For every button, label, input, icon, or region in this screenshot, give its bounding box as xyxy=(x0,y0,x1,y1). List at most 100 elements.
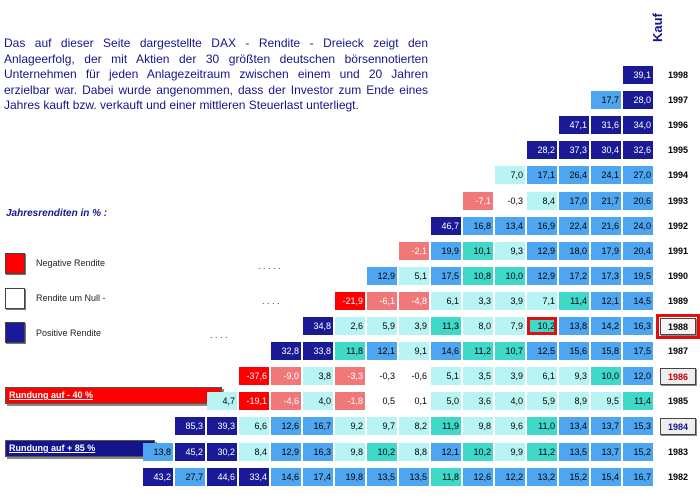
return-cell-1991-0: -2,1 xyxy=(399,241,429,260)
year-1993-label: 1993 xyxy=(667,195,689,206)
return-cell-1990-2: 17,5 xyxy=(431,266,461,285)
return-cell-1982-7: 13,5 xyxy=(367,467,397,486)
return-cell-1989-3: 6,1 xyxy=(431,291,461,310)
legend-zero-label: Rendite um Null - xyxy=(36,293,106,303)
year-1986-button[interactable]: 1986 xyxy=(660,368,696,386)
round-plus85-button[interactable]: Rundung auf + 85 % xyxy=(5,440,155,457)
return-cell-1984-0: 85,3 xyxy=(175,417,205,436)
return-cell-1985-8: 3,6 xyxy=(463,392,493,411)
return-cell-1987-6: 11,2 xyxy=(463,342,493,361)
legend-zero-swatch[interactable] xyxy=(5,288,25,309)
year-1987-label: 1987 xyxy=(667,346,689,357)
return-cell-1995-0: 28,2 xyxy=(527,141,557,160)
return-cell-1982-8: 13,5 xyxy=(399,467,429,486)
return-cell-1996-1: 31,6 xyxy=(591,116,621,135)
return-cell-1995-3: 32,6 xyxy=(623,141,653,160)
year-1994-label: 1994 xyxy=(667,170,689,181)
return-cell-1986-7: 3,5 xyxy=(463,367,493,386)
return-cell-1987-1: 33,8 xyxy=(303,342,333,361)
return-cell-1989-5: 3,9 xyxy=(495,291,525,310)
return-cell-1985-3: 4,0 xyxy=(303,392,333,411)
dots-row-1988: . . . . xyxy=(210,330,228,340)
return-cell-1983-3: 8,4 xyxy=(239,442,269,461)
return-cell-1989-7: 11,4 xyxy=(559,291,589,310)
return-cell-1982-2: 44,6 xyxy=(207,467,237,486)
intro-text: Das auf dieser Seite dargestellte DAX - … xyxy=(4,36,428,113)
return-cell-1996-2: 34,0 xyxy=(623,116,653,135)
return-cell-1986-9: 6,1 xyxy=(527,367,557,386)
return-cell-1988-1: 2,6 xyxy=(335,317,365,335)
return-cell-1997-0: 17,7 xyxy=(591,91,621,110)
year-1984-button[interactable]: 1984 xyxy=(660,418,696,436)
return-cell-1988-0: 34,8 xyxy=(303,317,333,335)
return-cell-1984-13: 13,7 xyxy=(591,417,621,436)
return-cell-1996-0: 47,1 xyxy=(559,116,589,135)
return-cell-1985-6: 0,1 xyxy=(399,392,429,411)
year-1983-label: 1983 xyxy=(667,446,689,457)
legend-positive-swatch[interactable] xyxy=(5,322,25,343)
return-cell-1984-7: 8,2 xyxy=(399,417,429,436)
return-cell-1985-10: 5,9 xyxy=(527,392,557,411)
round-minus40-button[interactable]: Rundung auf - 40 % xyxy=(5,387,222,404)
return-cell-1983-7: 10,2 xyxy=(367,442,397,461)
return-cell-1984-10: 9,6 xyxy=(495,417,525,436)
return-cell-1985-13: 11,4 xyxy=(623,392,653,411)
year-1985-label: 1985 xyxy=(667,396,689,407)
return-cell-1992-2: 13,4 xyxy=(495,216,525,235)
return-cell-1985-1: -19,1 xyxy=(239,392,269,411)
return-cell-1987-0: 32,8 xyxy=(271,342,301,361)
return-cell-1985-12: 9,5 xyxy=(591,392,621,411)
return-cell-1993-4: 21,7 xyxy=(591,191,621,210)
return-cell-1989-0: -21,9 xyxy=(335,291,365,310)
return-cell-1990-8: 19,5 xyxy=(623,266,653,285)
return-cell-1982-5: 17,4 xyxy=(303,467,333,486)
return-cell-1983-14: 13,7 xyxy=(591,442,621,461)
return-cell-1982-10: 12,6 xyxy=(463,467,493,486)
return-cell-1983-2: 30,2 xyxy=(207,442,237,461)
return-cell-1986-4: -0,3 xyxy=(367,367,397,386)
return-cell-1982-0: 43,2 xyxy=(143,467,173,486)
return-cell-1983-4: 12,9 xyxy=(271,442,301,461)
dots-row-1990: . . . . . xyxy=(258,261,281,271)
return-cell-1986-8: 3,9 xyxy=(495,367,525,386)
return-cell-1984-2: 6,6 xyxy=(239,417,269,436)
year-1992-label: 1992 xyxy=(667,220,689,231)
year-1995-label: 1995 xyxy=(667,145,689,156)
return-cell-1987-9: 15,6 xyxy=(559,342,589,361)
return-cell-1983-11: 9,9 xyxy=(495,442,525,461)
return-cell-1987-3: 12,1 xyxy=(367,342,397,361)
return-cell-1988-8: 13,8 xyxy=(559,317,589,335)
return-cell-1984-14: 15,3 xyxy=(623,417,653,436)
return-cell-1992-1: 16,8 xyxy=(463,216,493,235)
return-cell-1984-3: 12,6 xyxy=(271,417,301,436)
return-cell-1983-12: 11,2 xyxy=(527,442,557,461)
return-cell-1982-3: 33,4 xyxy=(239,467,269,486)
return-cell-1982-1: 27,7 xyxy=(175,467,205,486)
return-cell-1982-13: 15,2 xyxy=(559,467,589,486)
legend-negative-swatch[interactable] xyxy=(5,253,25,274)
return-cell-1983-8: 8,8 xyxy=(399,442,429,461)
return-cell-1985-0: 4,7 xyxy=(207,392,237,411)
return-cell-1983-1: 45,2 xyxy=(175,442,205,461)
return-cell-1982-11: 12,2 xyxy=(495,467,525,486)
return-cell-1988-2: 5,9 xyxy=(367,317,397,335)
section-title: Jahresrenditen in % : xyxy=(6,208,108,219)
return-cell-1989-6: 7,1 xyxy=(527,291,557,310)
return-cell-1990-5: 12,9 xyxy=(527,266,557,285)
return-cell-1991-3: 9,3 xyxy=(495,241,525,260)
return-cell-1985-5: 0,5 xyxy=(367,392,397,411)
year-1982-label: 1982 xyxy=(667,471,689,482)
return-cell-1992-0: 46,7 xyxy=(431,216,461,235)
return-cell-1985-11: 8,9 xyxy=(559,392,589,411)
year-1988-button[interactable]: 1988 xyxy=(656,314,700,339)
return-cell-1986-11: 10,0 xyxy=(591,367,621,386)
return-cell-1986-6: 5,1 xyxy=(431,367,461,386)
return-cell-1989-4: 3,3 xyxy=(463,291,493,310)
return-cell-1984-5: 9,2 xyxy=(335,417,365,436)
return-cell-1984-6: 9,7 xyxy=(367,417,397,436)
return-cell-1994-3: 24,1 xyxy=(591,166,621,185)
dots-row-1989: . . . . xyxy=(262,296,280,306)
return-cell-1991-4: 12,9 xyxy=(527,241,557,260)
return-cell-1988-4: 11,3 xyxy=(431,317,461,335)
return-cell-1983-10: 10,2 xyxy=(463,442,493,461)
